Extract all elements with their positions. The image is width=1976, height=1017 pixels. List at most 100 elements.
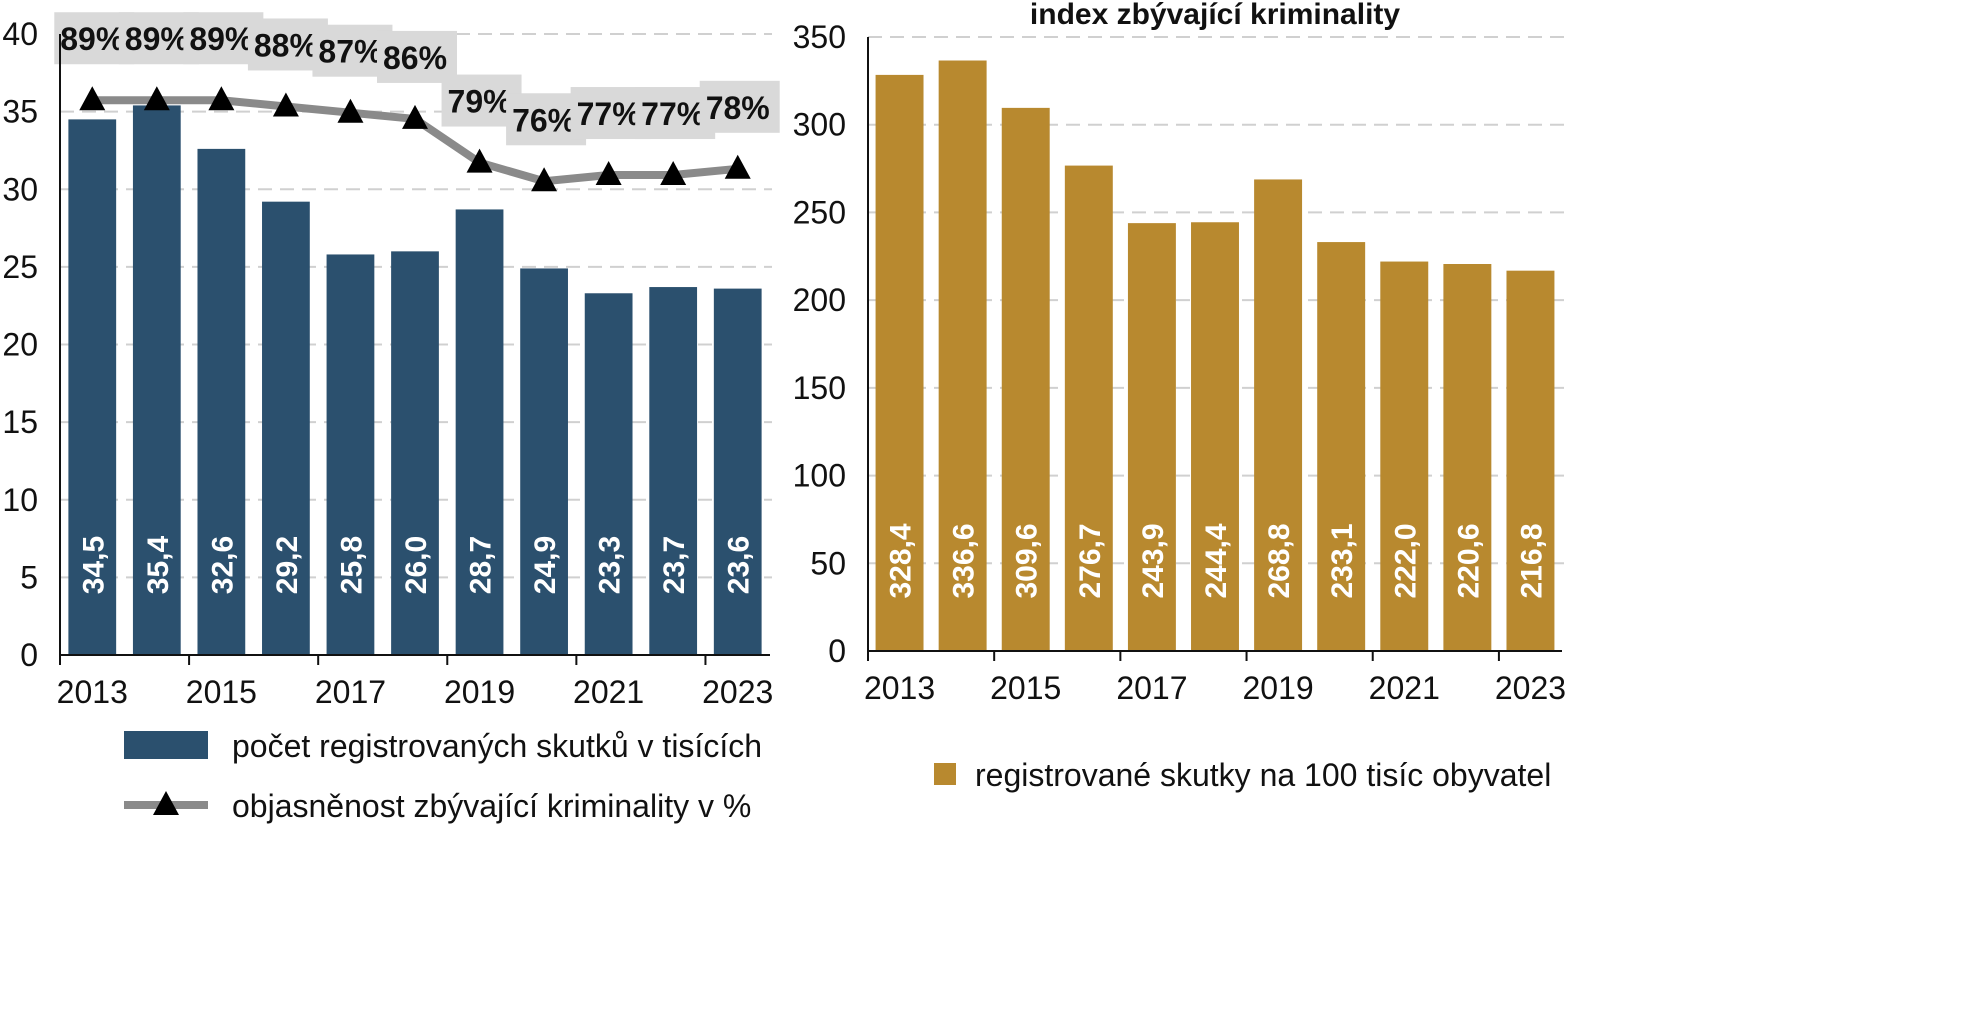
x-tick-label: 2013 — [57, 674, 128, 710]
bar — [326, 254, 375, 655]
bar — [1317, 242, 1366, 652]
bar — [1191, 222, 1239, 652]
y-tick-label: 250 — [793, 194, 846, 230]
bar — [938, 60, 987, 651]
bar-data-label: 32,6 — [206, 536, 239, 594]
series-marker — [466, 148, 493, 173]
bar-data-label: 23,6 — [723, 536, 756, 594]
y-tick-label: 100 — [793, 458, 846, 494]
x-tick-label: 2023 — [702, 674, 773, 710]
y-tick-label: 350 — [793, 19, 846, 55]
x-tick-label: 2021 — [1369, 670, 1440, 706]
bar-data-label: 222,0 — [1389, 523, 1422, 598]
bar-data-label: 276,7 — [1074, 523, 1107, 598]
y-tick-label: 15 — [2, 404, 38, 440]
line-data-label: 86% — [383, 40, 447, 76]
legend-marker — [153, 791, 179, 815]
y-tick-label: 30 — [2, 171, 38, 207]
line-label-box — [377, 30, 457, 83]
legend-swatch — [934, 763, 956, 785]
bar — [455, 209, 504, 655]
bar-data-label: 336,6 — [948, 523, 981, 598]
bar-data-label: 243,9 — [1137, 523, 1170, 598]
y-tick-label: 200 — [793, 282, 846, 318]
series-marker — [402, 104, 428, 129]
bar — [197, 148, 246, 655]
bar — [584, 293, 633, 655]
line-data-label: 89% — [189, 21, 253, 57]
bar — [1064, 165, 1113, 651]
chart-title: index zbývající kriminality — [1030, 0, 1400, 31]
bar — [262, 201, 310, 656]
series-marker — [531, 167, 558, 192]
bar-data-label: 268,8 — [1263, 523, 1296, 598]
bar — [1127, 223, 1176, 652]
bar-data-label: 244,4 — [1200, 523, 1233, 598]
x-tick-label: 2017 — [315, 674, 386, 710]
y-tick-label: 50 — [810, 545, 846, 581]
bar-data-label: 23,7 — [658, 536, 691, 594]
y-tick-label: 10 — [2, 482, 38, 518]
bar — [391, 251, 439, 655]
bar-data-label: 24,9 — [529, 536, 562, 594]
line-data-label: 89% — [60, 21, 124, 57]
left-chart: 0 5 10 15 20 25 30 35 40 34,5 35,4 32,6 29,2 25,8 26,0… — [2, 12, 780, 824]
bar-data-label: 309,6 — [1011, 523, 1044, 598]
line-label-box — [699, 80, 780, 133]
x-tick-label: 2015 — [990, 670, 1061, 706]
legend-label: registrované skutky na 100 tisíc obyvate… — [975, 757, 1551, 793]
bar-data-label: 328,4 — [885, 523, 918, 598]
bar — [68, 119, 117, 655]
series-marker — [208, 86, 235, 111]
bar-data-label: 35,4 — [142, 535, 175, 594]
x-tick-label: 2019 — [1242, 670, 1313, 706]
y-tick-label: 300 — [793, 107, 846, 143]
y-tick-label: 35 — [2, 94, 38, 130]
x-tick-label: 2021 — [573, 674, 644, 710]
y-tick-label: 40 — [2, 16, 38, 52]
bar-data-label: 25,8 — [335, 536, 368, 594]
bar — [649, 287, 698, 655]
series-marker — [595, 161, 622, 186]
series-marker — [724, 154, 751, 179]
x-tick-label: 2017 — [1116, 670, 1187, 706]
legend-label: objasněnost zbývající kriminality v % — [232, 788, 751, 824]
line-data-label: 89% — [125, 21, 189, 57]
bar-data-label: 216,8 — [1515, 523, 1548, 598]
x-tick-label: 2023 — [1495, 670, 1566, 706]
series-marker — [660, 161, 687, 186]
y-tick-label: 0 — [20, 637, 38, 673]
legend-swatch — [124, 731, 208, 759]
bar-data-label: 29,2 — [271, 536, 304, 594]
y-tick-label: 20 — [2, 327, 38, 363]
legend-label: počet registrovaných skutků v tisících — [232, 728, 762, 764]
line-data-label: 79% — [448, 84, 512, 120]
bar — [713, 288, 762, 655]
bar — [1254, 179, 1303, 651]
series-marker — [272, 92, 299, 117]
x-tick-label: 2013 — [864, 670, 935, 706]
line-data-label: 77% — [641, 96, 705, 132]
bar-data-label: 23,3 — [594, 536, 627, 594]
y-tick-label: 150 — [793, 370, 846, 406]
series-marker — [143, 86, 170, 111]
bar — [520, 268, 568, 655]
series-marker — [337, 98, 364, 123]
series-marker — [79, 86, 106, 111]
bar — [132, 105, 181, 656]
line-data-label: 87% — [318, 34, 382, 70]
y-tick-label: 0 — [828, 633, 846, 669]
bar — [1380, 261, 1429, 651]
line-data-label: 76% — [512, 102, 576, 138]
bar — [1506, 270, 1555, 651]
bar — [1001, 107, 1050, 651]
bar-data-label: 34,5 — [77, 536, 110, 594]
bar — [875, 74, 924, 651]
line-data-label: 77% — [577, 96, 641, 132]
right-chart: 0 50 100 150 200 250 300 350 index zbývající kri… — [793, 0, 1566, 793]
line-data-label: 78% — [706, 90, 770, 126]
bar-data-label: 220,6 — [1452, 523, 1485, 598]
x-tick-label: 2015 — [186, 674, 257, 710]
y-tick-label: 5 — [20, 559, 38, 595]
